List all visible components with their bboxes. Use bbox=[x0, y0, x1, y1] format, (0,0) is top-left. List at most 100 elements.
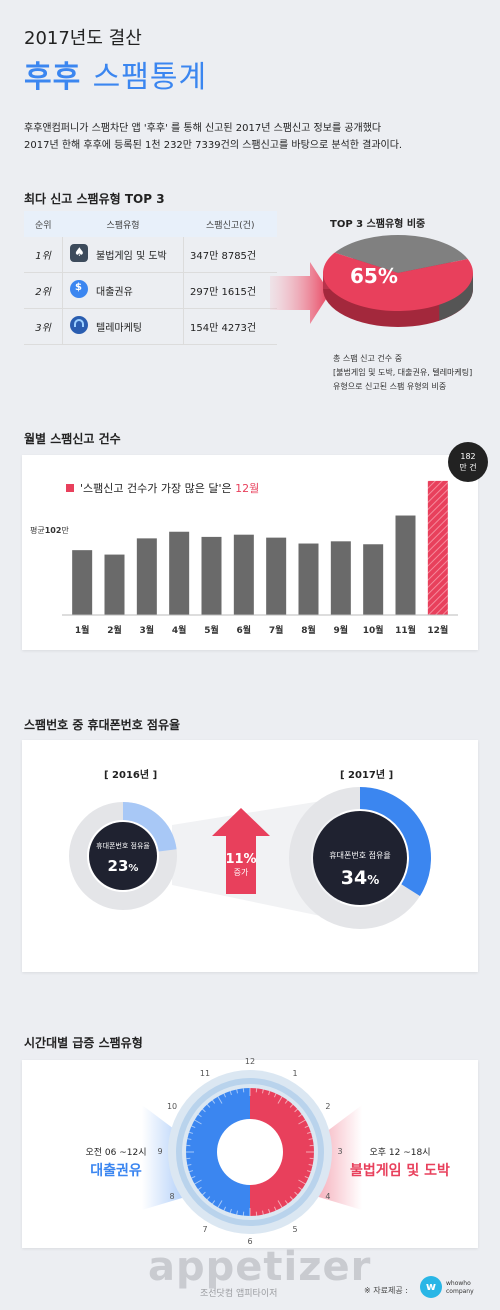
x-tick-label: 12월 bbox=[427, 626, 449, 636]
clock-tick bbox=[261, 1210, 264, 1215]
pie-title: TOP 3 스팸유형 비중 bbox=[330, 219, 426, 230]
credit-company: whowho company bbox=[446, 1280, 474, 1295]
x-tick-label: 11월 bbox=[395, 626, 416, 636]
table-row: 2위 $ 대출권유 297만 1615건 bbox=[24, 272, 277, 309]
clock-tick bbox=[191, 1175, 196, 1179]
pie-note-line: 유형으로 신고된 스팸 유형의 비중 bbox=[333, 382, 447, 391]
clock-number: 1 bbox=[292, 1069, 298, 1079]
clock-tick bbox=[273, 1206, 277, 1211]
clock-tick bbox=[187, 1138, 192, 1141]
x-tick-label: 9월 bbox=[333, 626, 349, 636]
clock-tick bbox=[223, 1206, 227, 1211]
appetizer-logo: appetizer bbox=[148, 1244, 372, 1290]
x-tick-label: 6월 bbox=[236, 626, 252, 636]
arrow-to-pie bbox=[270, 262, 330, 324]
monthly-section-title: 월별 스팸신고 건수 bbox=[24, 432, 121, 446]
pie-note-line: [불법게임 및 도박, 대출권유, 텔레마케팅] bbox=[333, 368, 473, 377]
count-cell: 154만 4273건 bbox=[183, 308, 277, 345]
top3-section-title: 최다 신고 스팸유형 TOP 3 bbox=[24, 192, 165, 206]
bar bbox=[104, 554, 125, 615]
increase-arrow-icon bbox=[212, 808, 270, 894]
x-tick-label: 1월 bbox=[74, 626, 90, 636]
bar bbox=[233, 534, 254, 615]
spade-cards-icon: ♠ bbox=[70, 244, 88, 262]
right-type: 불법게임 및 도박 bbox=[350, 1163, 450, 1179]
clock-tick bbox=[206, 1104, 211, 1108]
clock-number: 9 bbox=[157, 1147, 163, 1156]
clock-tick bbox=[298, 1179, 306, 1185]
clock-number: 8 bbox=[169, 1192, 175, 1201]
whowho-logo-icon: w bbox=[420, 1276, 442, 1298]
bar bbox=[395, 515, 416, 615]
bar bbox=[330, 541, 351, 615]
top3-pie: 65% bbox=[323, 235, 473, 327]
column-header: 스팸신고(건) bbox=[183, 211, 277, 237]
clock-tick bbox=[211, 1200, 216, 1205]
table-row: 1위 ♠ 불법게임 및 도박 347만 8785건 bbox=[24, 237, 277, 273]
bar bbox=[201, 536, 222, 615]
bar bbox=[266, 537, 287, 615]
clock-tick bbox=[236, 1089, 239, 1094]
clock-tick bbox=[298, 1119, 306, 1125]
clock-tick bbox=[223, 1093, 227, 1098]
increase-value: 11% bbox=[225, 852, 257, 867]
clock-tick bbox=[306, 1131, 312, 1134]
intro-line-1: 후후앤컴퍼니가 스팸차단 앱 '후후' 를 통해 신고된 2017년 스팸신고 … bbox=[24, 123, 382, 134]
clock-tick bbox=[298, 1186, 303, 1191]
pie-note: 총 스팸 신고 건수 중 [불법게임 및 도박, 대출권유, 텔레마케팅] 유형… bbox=[333, 352, 472, 394]
clock-tick bbox=[229, 1090, 232, 1096]
clock-tick bbox=[197, 1186, 202, 1191]
left-time: 오전 06 ~12시 bbox=[85, 1148, 147, 1158]
clock-tick bbox=[188, 1131, 194, 1134]
clock-number: 7 bbox=[202, 1224, 208, 1234]
year-2017-label: [ 2017년 ] bbox=[340, 770, 394, 781]
chart-legend: '스팸신고 건수가 가장 많은 달'은 12월 bbox=[66, 480, 259, 496]
donut-2016-center: 휴대폰번호 점유율 23% bbox=[70, 815, 176, 875]
count-cell: 297만 1615건 bbox=[183, 272, 277, 309]
clock-tick bbox=[194, 1119, 202, 1125]
clock-number: 6 bbox=[247, 1237, 253, 1246]
clock-center bbox=[217, 1119, 283, 1185]
time-clock bbox=[142, 1070, 362, 1234]
clock-tick bbox=[268, 1208, 271, 1214]
type-cell: 불법게임 및 도박 bbox=[95, 237, 184, 273]
clock-number: 11 bbox=[199, 1069, 211, 1079]
share-value-2016: 23% bbox=[107, 857, 139, 875]
average-label: 평균102만 bbox=[30, 526, 69, 535]
clock-tick bbox=[229, 1208, 232, 1214]
x-tick-label: 10월 bbox=[362, 626, 384, 636]
clock-tick bbox=[268, 1090, 271, 1096]
clock-tick bbox=[236, 1210, 239, 1215]
column-header: 순위 bbox=[24, 211, 63, 237]
center-label: 휴대폰번호 점유율 bbox=[96, 842, 150, 850]
year-2016-label: [ 2016년 ] bbox=[104, 770, 158, 781]
clock-number: 12 bbox=[244, 1057, 256, 1066]
legend-text: '스팸신고 건수가 가장 많은 달'은 bbox=[80, 482, 232, 495]
clock-tick bbox=[284, 1099, 289, 1104]
bar bbox=[136, 538, 157, 615]
bar bbox=[363, 544, 384, 615]
donut-2017-arc bbox=[359, 787, 431, 897]
share-section-title: 스팸번호 중 휴대폰번호 점유율 bbox=[24, 718, 181, 732]
center-label: 휴대폰번호 점유율 bbox=[329, 851, 391, 860]
intro-line-2: 2017년 한해 후후에 등록된 1천 232만 7339건의 스팸신고를 바탕… bbox=[24, 140, 403, 151]
bar bbox=[72, 550, 93, 615]
clock-tick bbox=[294, 1108, 298, 1113]
increase-label: 11% 증가 bbox=[212, 852, 270, 878]
clock-tick bbox=[298, 1113, 303, 1118]
clock-number: 10 bbox=[166, 1102, 178, 1111]
bar bbox=[169, 531, 190, 615]
x-tick-label: 3월 bbox=[139, 626, 155, 636]
rank-cell: 2위 bbox=[24, 272, 63, 309]
clock-tick bbox=[197, 1113, 202, 1118]
clock-number: 4 bbox=[325, 1192, 331, 1201]
clock-number: 3 bbox=[337, 1147, 343, 1156]
right-time: 오후 12 ~18시 bbox=[369, 1148, 431, 1158]
clock-tick bbox=[191, 1125, 196, 1129]
left-callout: 오전 06 ~12시 대출권유 bbox=[66, 1145, 166, 1180]
pie-value-label: 65% bbox=[350, 264, 398, 288]
x-tick-label: 2월 bbox=[107, 626, 122, 636]
clock-number: 2 bbox=[325, 1102, 331, 1111]
page-title: 후후 스팸통계 bbox=[24, 52, 207, 96]
bar bbox=[298, 543, 319, 615]
